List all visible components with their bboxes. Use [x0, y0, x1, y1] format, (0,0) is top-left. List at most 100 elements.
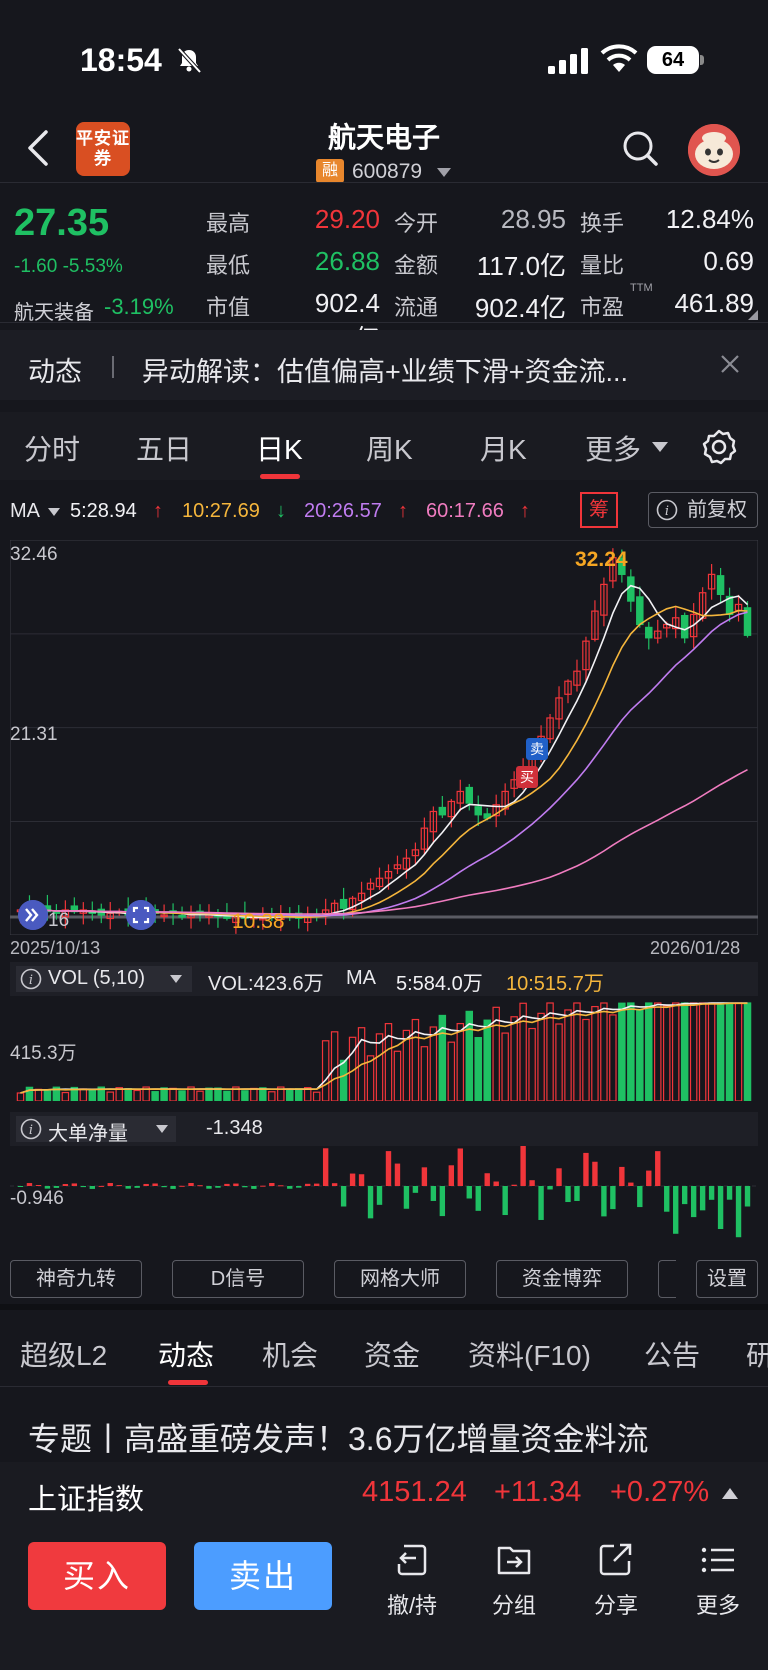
info-icon[interactable]: i — [20, 1118, 42, 1140]
tab-week-k[interactable]: 周K — [366, 434, 413, 465]
ma-label[interactable]: MA — [10, 500, 40, 522]
info-icon[interactable]: i — [20, 968, 42, 990]
more-label[interactable]: 更多 — [695, 1593, 740, 1618]
buy-button[interactable]: 买入 — [28, 1542, 166, 1610]
fullscreen-icon[interactable] — [126, 900, 156, 930]
indicator-fund-game-button[interactable]: 资金博弈 — [496, 1260, 628, 1298]
big-order-bar — [538, 1186, 544, 1220]
tab-five-day[interactable]: 五日 — [136, 434, 193, 465]
volume-bar — [555, 1023, 563, 1101]
menu-list-icon[interactable] — [698, 1540, 738, 1580]
big-order-bar — [242, 1186, 248, 1188]
expand-corner-icon[interactable] — [748, 310, 758, 320]
volume-bar — [70, 1086, 79, 1101]
indicator-grid-master-button[interactable]: 网格大师 — [334, 1260, 466, 1298]
candle — [654, 630, 662, 639]
caret-down-icon[interactable] — [48, 508, 60, 516]
gear-icon[interactable] — [700, 428, 738, 466]
caret-down-icon[interactable] — [437, 168, 451, 177]
candle — [689, 613, 698, 638]
big-order-bar — [269, 1183, 275, 1186]
folder-group-icon[interactable] — [494, 1540, 534, 1580]
volume-bar — [600, 1002, 608, 1101]
caret-down-icon[interactable] — [652, 442, 668, 452]
candle — [492, 804, 500, 817]
broker-logo[interactable]: 平安证券 — [76, 122, 130, 176]
quote-field-label: 最低 — [206, 253, 251, 278]
stock-code[interactable]: 600879 — [352, 160, 423, 183]
cancel-hold-icon[interactable] — [392, 1540, 432, 1580]
tab-day-k[interactable]: 日K — [256, 434, 303, 465]
quote-field-label: 金额 — [394, 253, 439, 278]
volume-ma5: 5:584.0万 — [396, 973, 483, 995]
share-label[interactable]: 分享 — [593, 1593, 638, 1618]
big-order-bar — [89, 1186, 95, 1189]
tab-month-k[interactable]: 月K — [480, 434, 527, 465]
tab-funds[interactable]: 资金 — [364, 1340, 421, 1371]
index-ticker[interactable] — [0, 1462, 768, 1526]
period-tabs — [0, 412, 768, 480]
volume-selector[interactable] — [16, 966, 192, 992]
sector-name[interactable]: 航天装备 — [14, 302, 94, 324]
avatar[interactable] — [688, 124, 740, 176]
tab-f10[interactable]: 资料(F10) — [468, 1340, 591, 1371]
big-order-bar — [619, 1166, 625, 1186]
volume-chart[interactable] — [10, 996, 758, 1101]
sector-change[interactable]: -3.19% — [104, 294, 174, 319]
cancel-hold-label[interactable]: 撤/持 — [386, 1593, 438, 1618]
quote-field-label: 最高 — [206, 211, 251, 236]
volume-y-tick: 415.3万 — [10, 1043, 77, 1064]
big-order-bar — [421, 1167, 428, 1186]
indicator-partial-button[interactable] — [658, 1260, 676, 1298]
tab-opportunity[interactable]: 机会 — [262, 1340, 319, 1371]
volume-ma-line-10 — [20, 1002, 748, 1094]
caret-down-icon[interactable] — [170, 975, 182, 983]
back-chevron-icon[interactable] — [24, 128, 54, 168]
scroll-left-icon[interactable] — [18, 900, 48, 930]
cellular-signal-icon — [548, 48, 588, 74]
caret-down-icon[interactable] — [156, 1125, 168, 1133]
big-order-bar — [610, 1186, 616, 1210]
big-order-selector[interactable] — [16, 1116, 176, 1142]
volume-bar — [286, 1089, 294, 1101]
big-order-value: -1.348 — [206, 1117, 263, 1139]
chip-distribution-button[interactable]: 筹 — [580, 492, 618, 528]
share-icon[interactable] — [596, 1540, 636, 1580]
tab-announcements[interactable]: 公告 — [644, 1340, 701, 1371]
big-order-bar — [287, 1186, 293, 1189]
big-order-indicator-name[interactable]: 大单净量 — [48, 1123, 128, 1145]
big-order-chart[interactable] — [10, 1146, 758, 1251]
candle — [591, 610, 599, 640]
tab-more[interactable]: 更多 — [585, 434, 642, 465]
volume-bar — [654, 1002, 662, 1101]
big-order-bar — [53, 1186, 60, 1188]
volume-indicator-name[interactable]: VOL (5,10) — [48, 967, 146, 989]
indicator-d-signal-button[interactable]: D信号 — [172, 1260, 304, 1298]
sell-button[interactable]: 卖出 — [194, 1542, 332, 1610]
tab-research[interactable]: 研 — [746, 1340, 768, 1371]
special-topic-headline[interactable]: 专题丨高盛重磅发声！3.6万亿增量资金料流 — [28, 1421, 649, 1457]
close-icon[interactable] — [718, 352, 742, 376]
big-order-bar — [601, 1186, 607, 1217]
indicator-settings-button[interactable]: 设置 — [696, 1260, 758, 1298]
news-strip[interactable] — [0, 330, 768, 400]
caret-up-icon[interactable] — [722, 1488, 738, 1499]
tab-news[interactable]: 动态 — [158, 1340, 215, 1371]
sell-signal-tag[interactable]: 卖 — [526, 738, 548, 760]
tab-super-l2[interactable]: 超级L2 — [20, 1340, 108, 1371]
big-order-bar — [313, 1183, 320, 1186]
kline-chart[interactable] — [10, 540, 758, 935]
big-order-bar — [349, 1173, 356, 1186]
news-headline[interactable]: 异动解读：估值偏高+业绩下滑+资金流... — [142, 357, 629, 387]
indicator-nine-turn-button[interactable]: 神奇九转 — [10, 1260, 142, 1298]
candle — [483, 813, 491, 819]
candle — [420, 827, 429, 850]
volume-bar — [627, 1002, 635, 1101]
group-label[interactable]: 分组 — [491, 1593, 536, 1618]
tab-intraday[interactable]: 分时 — [24, 434, 81, 465]
search-icon[interactable] — [620, 128, 660, 168]
big-order-bar — [628, 1182, 634, 1186]
volume-bar — [268, 1091, 276, 1101]
buy-signal-tag[interactable]: 买 — [516, 766, 538, 788]
adjust-mode-button[interactable]: 前复权 — [648, 492, 758, 528]
